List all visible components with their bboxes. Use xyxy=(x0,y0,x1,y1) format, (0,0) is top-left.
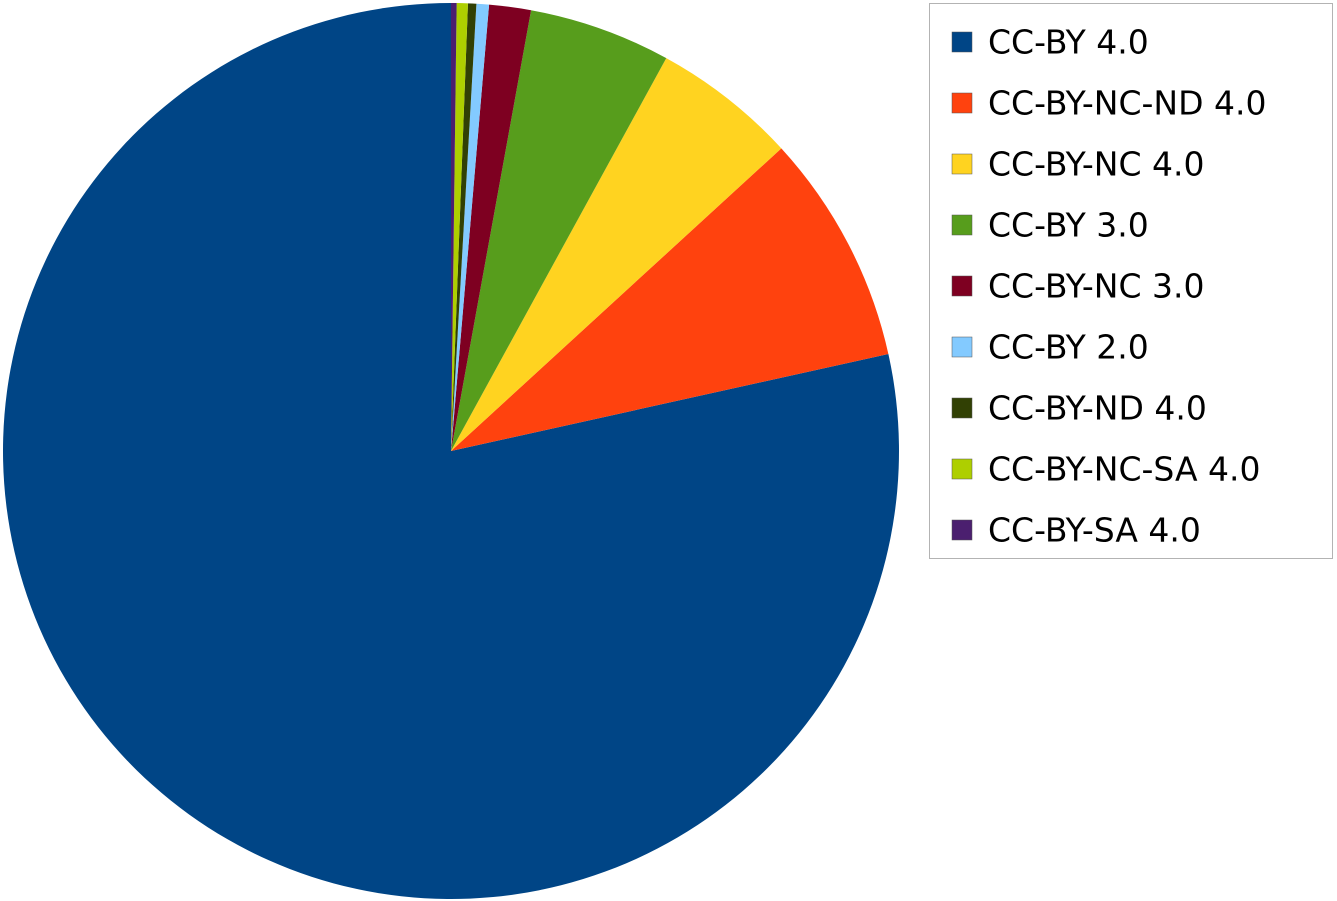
legend-label: CC-BY-SA 4.0 xyxy=(988,511,1201,550)
legend-label: CC-BY-NC-SA 4.0 xyxy=(988,450,1261,489)
pie-slice xyxy=(3,3,900,900)
pie-slice xyxy=(451,148,889,451)
pie-slice xyxy=(451,3,457,451)
legend-swatch xyxy=(951,31,973,53)
legend-box xyxy=(929,3,1333,559)
legend-swatch xyxy=(951,153,973,175)
legend-swatch xyxy=(951,397,973,419)
pie-slice xyxy=(451,3,468,452)
pie-slice xyxy=(451,58,782,451)
legend-swatch xyxy=(951,214,973,236)
legend-label: CC-BY-NC-ND 4.0 xyxy=(988,84,1267,123)
pie-slice xyxy=(451,3,490,452)
legend-swatch xyxy=(951,458,973,480)
legend-swatch xyxy=(951,336,973,358)
legend-label: CC-BY-NC 4.0 xyxy=(988,145,1205,184)
legend-swatch xyxy=(951,275,973,297)
legend-label: CC-BY-NC 3.0 xyxy=(988,267,1205,306)
legend-label: CC-BY-ND 4.0 xyxy=(988,389,1207,428)
legend-label: CC-BY 4.0 xyxy=(988,23,1149,62)
legend-swatch xyxy=(951,519,973,541)
legend-swatch xyxy=(951,92,973,114)
legend-label: CC-BY 3.0 xyxy=(988,206,1149,245)
legend-label: CC-BY 2.0 xyxy=(988,328,1149,367)
pie-slice xyxy=(451,10,667,452)
pie-slice xyxy=(451,4,532,451)
pie-slice xyxy=(451,3,477,451)
